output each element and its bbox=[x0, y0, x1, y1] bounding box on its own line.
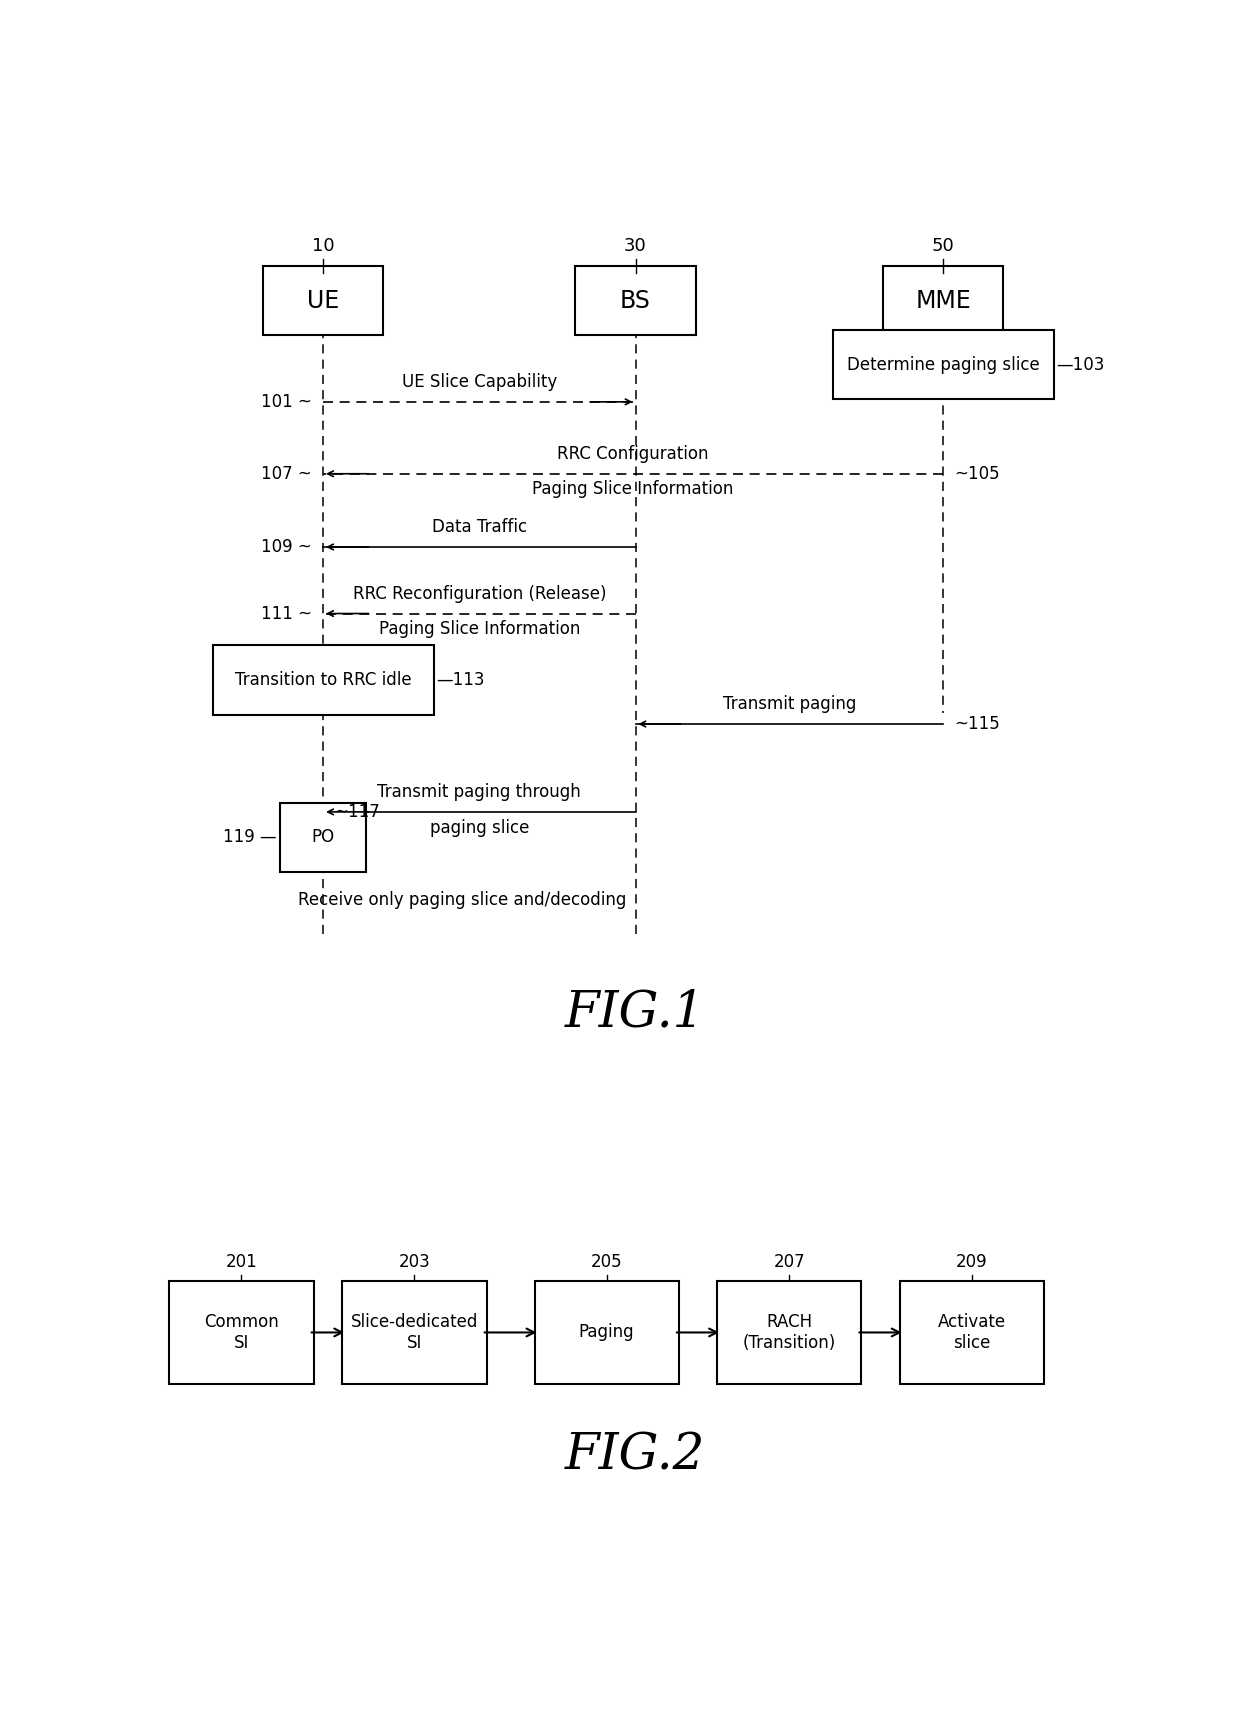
Text: —103: —103 bbox=[1056, 356, 1105, 373]
FancyBboxPatch shape bbox=[900, 1281, 1044, 1385]
Text: 209: 209 bbox=[956, 1254, 988, 1271]
FancyBboxPatch shape bbox=[575, 266, 696, 335]
Text: —113: —113 bbox=[436, 671, 485, 690]
Text: Activate
slice: Activate slice bbox=[937, 1312, 1006, 1352]
Text: UE Slice Capability: UE Slice Capability bbox=[402, 373, 557, 391]
Text: BS: BS bbox=[620, 289, 651, 313]
Text: 101 ~: 101 ~ bbox=[260, 392, 311, 412]
Text: RACH
(Transition): RACH (Transition) bbox=[743, 1312, 836, 1352]
Text: Transmit paging: Transmit paging bbox=[723, 695, 856, 714]
Text: UE: UE bbox=[308, 289, 340, 313]
Text: Determine paging slice: Determine paging slice bbox=[847, 356, 1039, 373]
Text: Data Traffic: Data Traffic bbox=[432, 519, 527, 536]
Text: 30: 30 bbox=[624, 237, 647, 256]
FancyBboxPatch shape bbox=[717, 1281, 862, 1385]
FancyBboxPatch shape bbox=[883, 266, 1003, 335]
Text: Transition to RRC idle: Transition to RRC idle bbox=[234, 671, 412, 690]
Text: RRC Configuration: RRC Configuration bbox=[557, 444, 709, 463]
FancyBboxPatch shape bbox=[342, 1281, 486, 1385]
Text: Paging Slice Information: Paging Slice Information bbox=[378, 621, 580, 638]
Text: 119 —: 119 — bbox=[223, 828, 277, 845]
FancyBboxPatch shape bbox=[263, 266, 383, 335]
Text: 111 ~: 111 ~ bbox=[260, 605, 311, 622]
FancyBboxPatch shape bbox=[832, 330, 1054, 399]
Text: ~115: ~115 bbox=[955, 716, 1001, 733]
Text: FIG.1: FIG.1 bbox=[565, 989, 706, 1037]
Text: ~105: ~105 bbox=[955, 465, 1001, 482]
Text: 201: 201 bbox=[226, 1254, 258, 1271]
Text: Slice-dedicated
SI: Slice-dedicated SI bbox=[351, 1312, 479, 1352]
Text: 10: 10 bbox=[312, 237, 335, 256]
Text: 205: 205 bbox=[590, 1254, 622, 1271]
Text: ~117: ~117 bbox=[335, 802, 381, 821]
FancyBboxPatch shape bbox=[534, 1281, 678, 1385]
Text: Receive only paging slice and/decoding: Receive only paging slice and/decoding bbox=[299, 890, 626, 909]
FancyBboxPatch shape bbox=[170, 1281, 314, 1385]
Text: 109 ~: 109 ~ bbox=[260, 538, 311, 557]
Text: FIG.2: FIG.2 bbox=[565, 1432, 706, 1482]
Text: paging slice: paging slice bbox=[429, 818, 529, 837]
Text: 107 ~: 107 ~ bbox=[260, 465, 311, 482]
Text: 50: 50 bbox=[931, 237, 955, 256]
Text: 207: 207 bbox=[774, 1254, 805, 1271]
Text: Common
SI: Common SI bbox=[205, 1312, 279, 1352]
Text: MME: MME bbox=[915, 289, 971, 313]
FancyBboxPatch shape bbox=[213, 645, 434, 714]
Text: Paging: Paging bbox=[579, 1323, 635, 1342]
Text: 203: 203 bbox=[398, 1254, 430, 1271]
Text: Transmit paging through: Transmit paging through bbox=[377, 783, 582, 801]
Text: PO: PO bbox=[311, 828, 335, 845]
Text: Paging Slice Information: Paging Slice Information bbox=[532, 481, 734, 498]
Text: RRC Reconfiguration (Release): RRC Reconfiguration (Release) bbox=[352, 584, 606, 603]
FancyBboxPatch shape bbox=[280, 802, 367, 871]
